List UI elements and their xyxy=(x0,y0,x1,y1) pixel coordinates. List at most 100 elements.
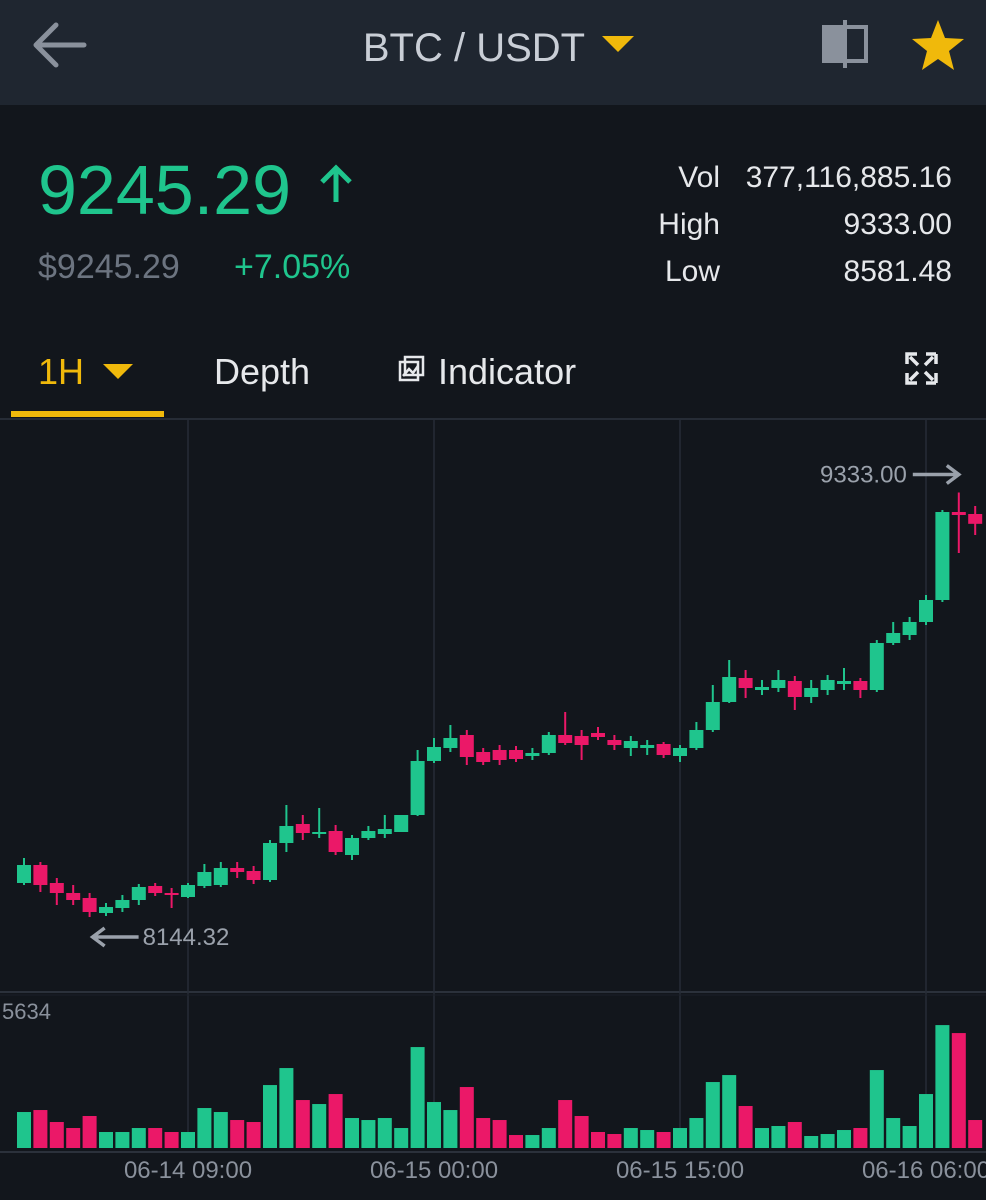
candle-body xyxy=(853,681,868,690)
candle-body xyxy=(246,871,261,880)
candle-body xyxy=(394,815,409,832)
stats: Vol 377,116,885.16 High 9333.00 Low 8581.48 xyxy=(658,161,952,288)
volume-bar xyxy=(804,1135,819,1148)
volume-bar xyxy=(919,1094,933,1148)
candle-body xyxy=(148,886,163,893)
interval-dropdown[interactable] xyxy=(103,364,133,379)
candle-body xyxy=(656,744,671,755)
candle-body xyxy=(951,512,966,515)
layout-toggle[interactable] xyxy=(822,20,868,68)
x-tick-label: 06-15 15:00 xyxy=(616,1157,744,1184)
candle-body xyxy=(263,843,277,880)
pair-title[interactable]: BTC / USDT xyxy=(363,26,585,70)
volume-bar xyxy=(673,1128,687,1148)
interval-tab[interactable]: 1H xyxy=(38,351,84,392)
candle-body xyxy=(82,898,97,912)
candle-body xyxy=(705,702,720,730)
candle-body xyxy=(197,872,212,886)
volume-bar xyxy=(230,1120,245,1148)
volume-bar xyxy=(148,1128,163,1148)
candle-body xyxy=(49,883,64,893)
candle-body xyxy=(820,680,835,690)
volume-bar xyxy=(591,1132,605,1148)
volume-bar xyxy=(345,1118,359,1148)
volume-bar xyxy=(902,1126,917,1148)
volume-bar xyxy=(33,1110,48,1148)
candle-body xyxy=(902,622,917,635)
stat-value: 8581.48 xyxy=(844,255,952,288)
volume-bar xyxy=(541,1128,556,1148)
candle-body xyxy=(164,893,179,895)
candle-body xyxy=(230,868,245,872)
volume-bar xyxy=(476,1118,491,1148)
candle-body xyxy=(279,826,294,843)
price-up-arrow xyxy=(320,164,352,202)
candle-body xyxy=(919,600,933,622)
candle-body xyxy=(459,735,474,757)
volume-bar xyxy=(492,1120,507,1148)
candle-body xyxy=(755,687,769,690)
candlestick-chart: 06-14 09:00 06-15 00:00 06-15 15:00 06-16 0… xyxy=(0,420,986,1184)
volume-bar xyxy=(82,1116,97,1148)
volume-bar xyxy=(17,1112,31,1148)
pair-dropdown[interactable] xyxy=(602,36,634,52)
stat-label: Vol xyxy=(678,161,720,194)
candle-body xyxy=(361,831,376,838)
volume-tick-label: 5634 xyxy=(2,999,51,1024)
volume-bar xyxy=(328,1094,343,1148)
volume-bar xyxy=(722,1075,737,1148)
candle-body xyxy=(525,753,540,756)
volume-bar xyxy=(377,1118,392,1148)
indicator-tab[interactable]: Indicator xyxy=(438,351,576,392)
high-marker-arrow xyxy=(912,464,962,485)
volume-bar xyxy=(312,1104,327,1148)
candle-body xyxy=(443,738,458,748)
back-button[interactable] xyxy=(33,22,87,68)
low-marker-arrow xyxy=(89,926,139,948)
volume-bar xyxy=(705,1082,720,1148)
volume-bar xyxy=(410,1047,425,1148)
depth-tab[interactable]: Depth xyxy=(214,351,310,392)
last-price: 9245.29 xyxy=(38,151,291,229)
stat-value: 9333.00 xyxy=(844,208,952,241)
candle-body xyxy=(509,750,523,759)
volume-bar xyxy=(820,1134,835,1148)
candle-body xyxy=(17,865,31,883)
candle-body xyxy=(771,680,786,688)
stat-value: 377,116,885.16 xyxy=(746,161,952,194)
stat-label: High xyxy=(658,208,720,241)
volume-bar xyxy=(49,1122,64,1148)
favorite-star[interactable] xyxy=(912,20,964,70)
volume-bar xyxy=(525,1135,540,1148)
x-tick-label: 06-15 00:00 xyxy=(370,1157,498,1184)
candle-body xyxy=(410,761,425,815)
candle-body xyxy=(427,747,441,761)
volume-bar xyxy=(459,1087,474,1148)
volume-bar xyxy=(394,1128,409,1148)
volume-bar xyxy=(951,1033,966,1148)
candle-body xyxy=(804,688,819,697)
tab-underline xyxy=(11,411,164,417)
fullscreen-button[interactable] xyxy=(905,352,938,385)
candle-body xyxy=(738,678,753,688)
volume-bar xyxy=(869,1070,884,1148)
volume-bar xyxy=(66,1128,81,1148)
x-tick-label: 06-16 06:00 xyxy=(862,1157,986,1184)
volume-bar xyxy=(427,1102,441,1148)
candle-body xyxy=(591,733,605,737)
volume-bar xyxy=(213,1112,228,1148)
candle-body xyxy=(886,633,901,643)
volume-bar xyxy=(656,1132,671,1148)
volume-bar xyxy=(164,1132,179,1148)
candle-body xyxy=(33,865,48,885)
top-bar xyxy=(0,0,986,105)
candle-body xyxy=(640,745,655,748)
indicator-icon[interactable] xyxy=(398,355,425,382)
change-percent: +7.05% xyxy=(234,248,350,286)
volume-bar xyxy=(886,1118,901,1148)
volume-bar xyxy=(197,1108,212,1148)
volume-bar xyxy=(755,1128,769,1148)
volume-bar xyxy=(738,1106,753,1148)
